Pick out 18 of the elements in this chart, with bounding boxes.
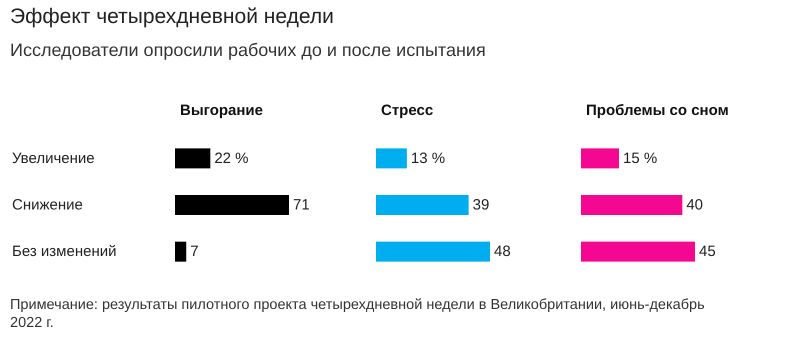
data-label: 40 — [686, 196, 704, 214]
data-label: 39 — [472, 196, 490, 214]
chart-title: Выгорание — [180, 102, 263, 119]
chart-title: Проблемы со сном — [586, 102, 729, 119]
data-label: 48 — [494, 243, 511, 260]
data-label: 7 — [190, 243, 199, 260]
data-label: 45 — [699, 243, 716, 260]
text: Примечание: результаты пилотного проекта четырехдневной недели в Великобритании, июнь-декабрь 2022 г. — [10, 296, 706, 332]
text: Исследователи опросили рабочих до и после испытания — [10, 40, 486, 61]
y-tick-label: Увеличение — [12, 150, 95, 167]
data-label: 13 % — [410, 150, 446, 167]
y-tick-label: Снижение — [12, 196, 83, 214]
data-label: 71 — [293, 196, 310, 214]
data-label: 15 % — [623, 150, 658, 167]
data-label: 22 % — [214, 150, 249, 167]
chart-title: Стресс — [381, 102, 434, 119]
y-tick-label: Без изменений — [12, 243, 116, 260]
text: Эффект четырехдневной недели — [10, 5, 334, 29]
